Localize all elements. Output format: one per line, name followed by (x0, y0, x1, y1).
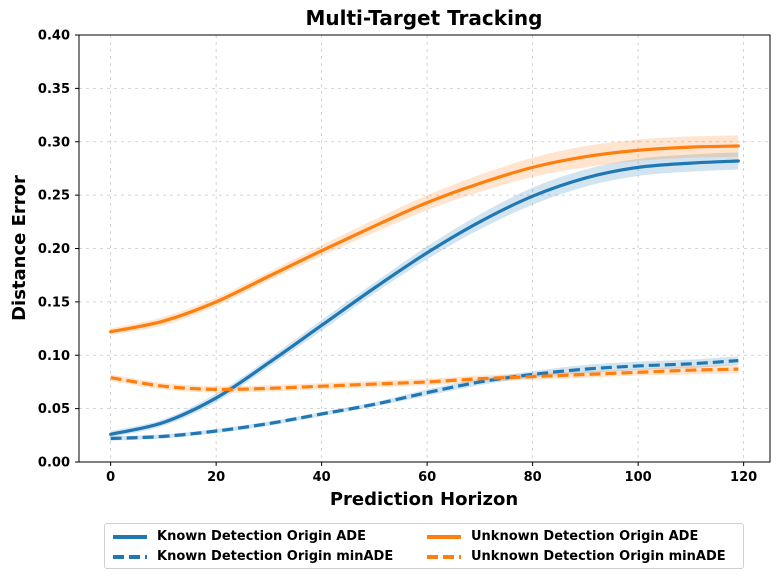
legend-item-unknown-minade: Unknown Detection Origin minADE (427, 549, 726, 564)
confidence-band-3 (110, 364, 739, 393)
y-tick-label: 0.15 (38, 295, 70, 310)
legend-swatch-known-ade (113, 534, 147, 539)
legend-swatch-unknown-ade (427, 534, 461, 539)
series-line-2 (109, 144, 740, 334)
x-tick-label: 20 (207, 470, 225, 485)
chart-title: Multi-Target Tracking (306, 6, 543, 30)
x-tick-label: 100 (625, 470, 652, 485)
legend-item-unknown-ade: Unknown Detection Origin ADE (427, 529, 698, 544)
legend-label: Known Detection Origin ADE (157, 529, 366, 544)
x-tick-label: 40 (313, 470, 331, 485)
x-tick-label: 60 (418, 470, 436, 485)
y-tick-label: 0.05 (38, 402, 70, 417)
series-line-3 (110, 367, 739, 392)
x-axis-label: Prediction Horizon (330, 489, 518, 510)
legend-label: Unknown Detection Origin minADE (471, 549, 726, 564)
y-tick-label: 0.30 (38, 135, 70, 150)
x-tick-label: 120 (730, 470, 757, 485)
x-axis-ticks: 0 20 40 60 80 100 120 (106, 462, 757, 485)
legend-item-known-ade: Known Detection Origin ADE (113, 529, 366, 544)
grid (79, 34, 770, 463)
y-axis-ticks: 0.00 0.05 0.10 0.15 0.20 0.25 0.30 0.35 0.40 (38, 29, 79, 471)
chart: Multi-Target Tracking 0 20 40 60 80 100 120 0.… (9, 6, 771, 510)
legend-swatch-known-minade (113, 554, 147, 559)
x-tick-label: 0 (106, 470, 115, 485)
confidence-bands (110, 135, 739, 441)
series-line-1 (110, 358, 739, 441)
legend-item-known-minade: Known Detection Origin minADE (113, 549, 393, 564)
y-tick-label: 0.35 (38, 82, 70, 97)
y-tick-label: 0.20 (38, 242, 70, 257)
legend-label: Known Detection Origin minADE (157, 549, 394, 564)
y-axis-label: Distance Error (9, 175, 30, 321)
series-line-0 (109, 159, 740, 436)
y-tick-label: 0.00 (38, 456, 70, 471)
confidence-band-2 (110, 135, 739, 335)
series-lines (109, 144, 740, 441)
y-tick-label: 0.10 (38, 349, 70, 364)
confidence-band-0 (110, 152, 739, 438)
legend-swatch-unknown-minade (427, 554, 461, 559)
y-tick-label: 0.40 (38, 29, 70, 44)
legend-label: Unknown Detection Origin ADE (471, 529, 699, 544)
x-tick-label: 80 (524, 470, 542, 485)
y-tick-label: 0.25 (38, 189, 70, 204)
legend: Known Detection Origin ADE Known Detecti… (104, 523, 744, 569)
